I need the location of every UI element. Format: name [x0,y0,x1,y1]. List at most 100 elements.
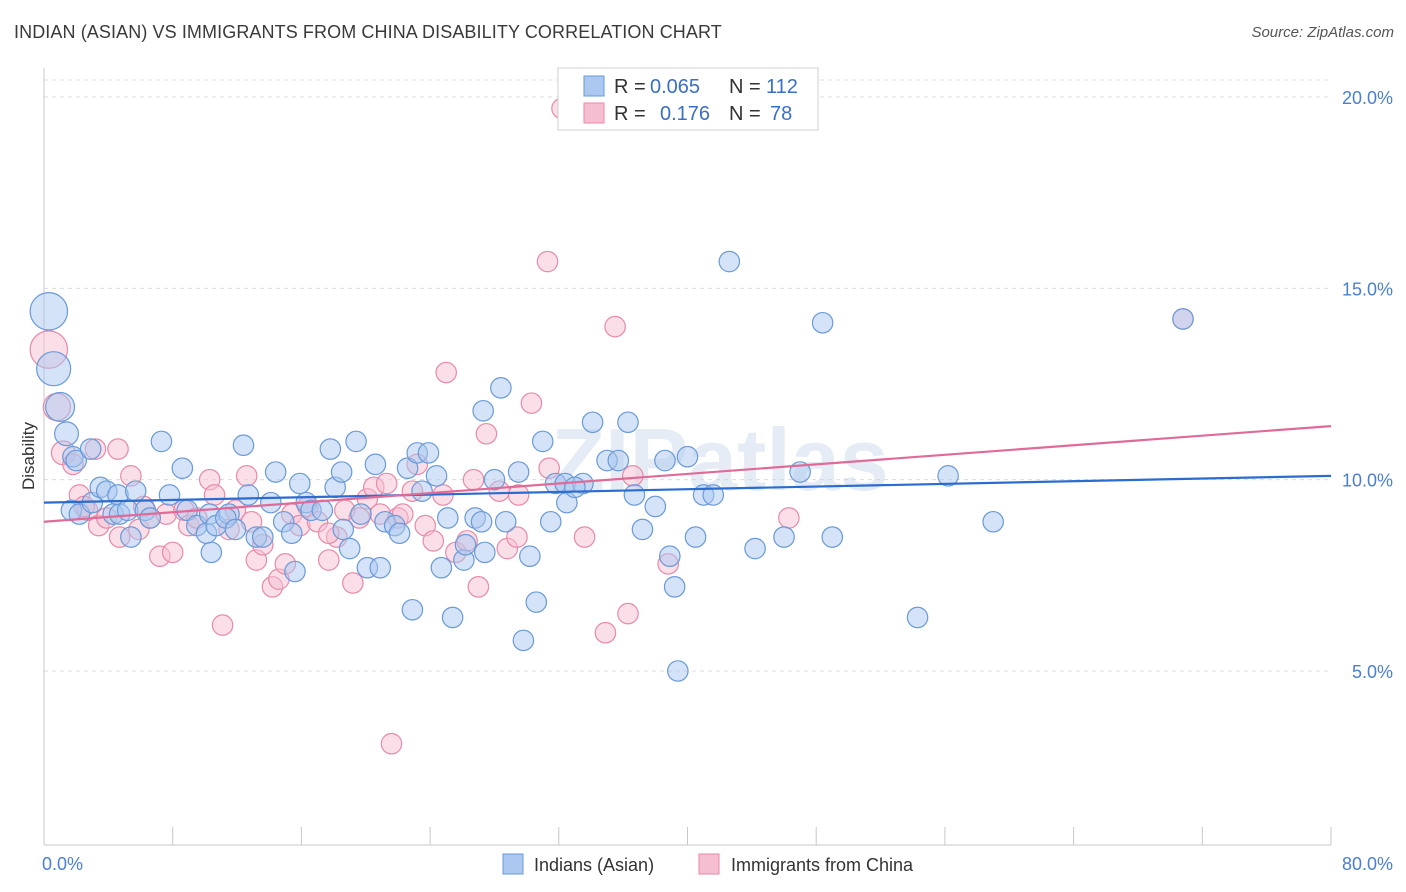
data-point [411,480,433,502]
data-point [539,510,562,533]
data-point [594,621,617,644]
stats-n-label-pink: N = [729,103,761,125]
data-point [45,391,76,423]
data-point [224,518,247,541]
data-point [161,541,184,564]
data-point [507,461,530,483]
data-point [811,311,834,334]
data-point [982,510,1004,533]
data-point [659,545,681,567]
y-tick-label: 5.0% [1352,662,1393,682]
data-point [375,472,398,495]
data-point [260,491,282,514]
data-point [203,484,226,506]
data-point [490,377,512,399]
data-point [467,576,490,598]
data-point [507,484,530,506]
y-tick-label: 15.0% [1342,279,1393,299]
data-point [472,399,494,422]
trend-line-pink [43,424,1332,523]
y-tick-label: 20.0% [1342,88,1393,108]
stats-legend-swatch-pink [583,102,605,124]
series-legend: Indians (Asian) Immigrants from China [502,853,914,875]
stats-r-label-blue: R = [614,76,646,98]
data-point [778,507,800,529]
legend-label-china: Immigrants from China [731,855,914,875]
trend-line-blue [43,474,1332,504]
tick-labels: 5.0% 10.0% 15.0% 20.0% 0.0% 80.0% [42,88,1393,874]
x-tick-label-min: 0.0% [42,854,83,874]
data-point [264,461,287,483]
data-point [667,660,689,682]
data-point [654,449,676,472]
data-point [342,572,364,594]
data-point [388,522,411,545]
data-point [332,518,355,541]
data-point [663,576,686,598]
data-point [417,442,440,464]
data-point [171,457,194,479]
data-point [454,533,477,556]
data-point [462,468,485,491]
data-point [821,526,844,548]
data-point [54,421,80,447]
data-point [369,556,392,579]
data-point [623,484,646,506]
data-point [684,526,707,548]
data-point [631,518,654,541]
data-point [676,445,699,468]
data-point [232,434,255,457]
legend-label-indians: Indians (Asian) [534,855,654,875]
x-tick-label-max: 80.0% [1342,854,1393,874]
data-point [581,411,604,434]
y-tick-label: 10.0% [1342,471,1393,491]
data-point [425,465,448,487]
data-point [251,526,274,548]
axes [43,68,1332,846]
stats-n-value-blue: 112 [766,76,798,98]
data-point [401,598,424,621]
stats-r-label-pink: R = [614,103,646,125]
legend-swatch-china [698,853,720,875]
stats-r-value-pink: 0.176 [660,103,710,125]
data-point [520,392,543,414]
data-point [436,507,459,529]
data-point [288,472,311,495]
data-point [124,480,147,502]
legend-swatch-indians [502,853,524,875]
data-point [158,484,181,506]
data-point [937,465,959,487]
stats-r-value-blue: 0.065 [650,76,700,98]
data-point [607,449,630,472]
chart-title: INDIAN (ASIAN) VS IMMIGRANTS FROM CHINA … [14,22,722,42]
data-point [396,457,419,479]
data-point [120,526,142,548]
data-point [622,465,644,487]
data-point [65,449,87,472]
data-point [29,291,69,331]
data-point [79,438,102,460]
data-point [330,461,353,483]
data-point [350,503,372,525]
data-point [284,560,306,583]
data-point [573,526,596,548]
series-indians-asian [29,250,1194,682]
data-point [1172,308,1194,330]
data-point [200,541,223,564]
chart-source: Source: ZipAtlas.com [1251,24,1394,41]
stats-legend: R = 0.065 N = 112 R = 0.176 N = 78 [557,67,819,131]
data-point [139,507,161,529]
data-point [536,250,559,273]
data-point [906,606,929,629]
data-point [617,411,639,434]
data-point [364,453,387,476]
data-point [311,499,334,522]
data-point [512,629,535,652]
data-point [564,476,586,499]
data-point [519,545,541,567]
data-point [235,465,258,487]
data-point [319,438,342,460]
data-point [470,510,493,533]
data-point [422,530,445,552]
